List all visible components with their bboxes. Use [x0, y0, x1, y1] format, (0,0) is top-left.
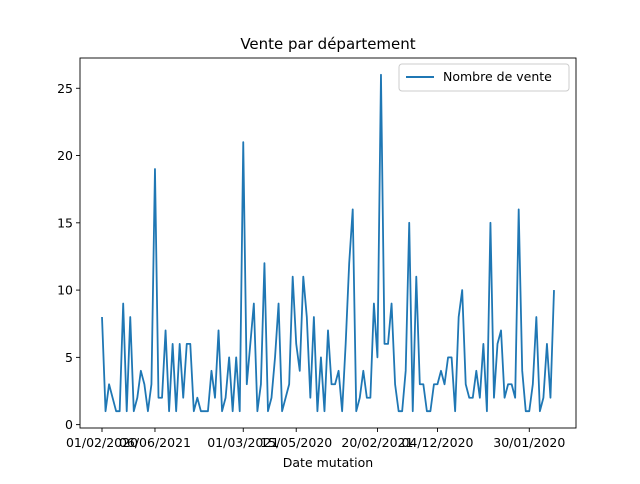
- y-tick-label: 0: [65, 417, 73, 432]
- x-tick-label: 06/06/2021: [119, 435, 191, 450]
- y-tick-label: 15: [57, 215, 73, 230]
- series-line-nombre-de-vente: [101, 73, 555, 413]
- series-layer: [101, 73, 555, 413]
- plot-area-frame: [79, 57, 577, 429]
- legend-label-nombre-de-vente: Nombre de vente: [443, 69, 552, 84]
- legend-box: [398, 63, 570, 92]
- y-tick-label: 25: [57, 81, 73, 96]
- x-axis-label: Date mutation: [283, 455, 373, 470]
- legend: Nombre de vente: [398, 63, 570, 92]
- y-tick-label: 5: [65, 350, 73, 365]
- chart-title: Vente par département: [240, 35, 415, 53]
- x-tick-label: 01/03/2021: [207, 435, 279, 450]
- y-tick-label: 20: [57, 148, 73, 163]
- y-axis-ticks: 0 5 10 15 20 25: [57, 81, 80, 432]
- x-tick-label: 01/02/2020: [66, 435, 138, 450]
- x-tick-label: 20/02/2021: [341, 435, 413, 450]
- x-tick-label: 15/05/2020: [260, 435, 332, 450]
- x-tick-label: 30/01/2020: [493, 435, 565, 450]
- y-tick-label: 10: [57, 283, 73, 298]
- x-tick-label: 04/12/2020: [401, 435, 473, 450]
